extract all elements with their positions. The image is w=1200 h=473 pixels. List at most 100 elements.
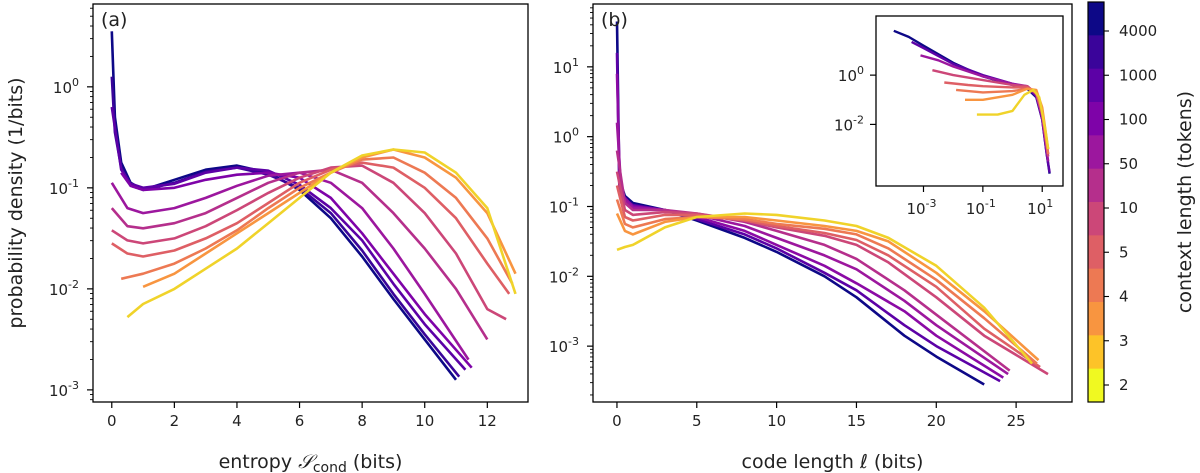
tick-base: 10: [53, 79, 72, 97]
tick-exponent: 0: [857, 64, 864, 77]
colorbar-segment: [1088, 68, 1104, 103]
y-tick-label: 10-3: [49, 379, 79, 400]
x-axis-title-subscript: cond: [313, 460, 347, 473]
x-axis-title-suffix: (bits): [347, 451, 403, 473]
colorbar-segment: [1088, 2, 1104, 36]
tick-base: 10: [549, 198, 568, 216]
inset-x-tick-label: 10-3: [906, 197, 936, 218]
colorbar-segment: [1088, 335, 1104, 370]
colorbar-tick-label: 2: [1119, 376, 1129, 394]
x-tick-label: 12: [478, 412, 497, 430]
tick-exponent: -3: [926, 197, 937, 210]
x-tick-label: 0: [107, 412, 117, 430]
x-tick-label: 25: [1007, 412, 1026, 430]
axes-frame: [92, 3, 529, 403]
colorbar-segment: [1088, 368, 1104, 403]
x-tick-label: 10: [767, 412, 786, 430]
colorbar-tick-label: 10: [1119, 199, 1138, 217]
tick-base: 10: [49, 382, 68, 400]
tick-exponent: -1: [568, 195, 579, 208]
colorbar-frame: [1087, 1, 1105, 403]
colorbar-segment: [1088, 135, 1104, 170]
tick-base: 10: [49, 180, 68, 198]
tick-exponent: -1: [68, 177, 79, 190]
x-tick-label: 10: [415, 412, 434, 430]
colorbar-segment: [1088, 235, 1104, 270]
inset-frame: [875, 15, 1064, 187]
tick-base: 10: [966, 200, 985, 218]
series-line: [616, 212, 1034, 365]
tick-base: 10: [49, 281, 68, 299]
x-tick-label: 15: [847, 412, 866, 430]
x-tick-label: 4: [232, 412, 242, 430]
inset-y-tick-label: 100: [838, 64, 864, 85]
panel-label: (b): [601, 9, 628, 31]
colorbar-segment: [1088, 168, 1104, 203]
x-tick-label: 6: [295, 412, 305, 430]
colorbar-tick-label: 4000: [1119, 22, 1157, 40]
inset-x-tick-label: 101: [1027, 197, 1053, 218]
colorbar-tick-label: 50: [1119, 155, 1138, 173]
colorbar-tick-label: 3: [1119, 332, 1129, 350]
panel-label: (a): [101, 9, 127, 31]
tick-exponent: -2: [568, 265, 579, 278]
y-tick-label: 10-2: [549, 265, 579, 286]
tick-base: 10: [553, 59, 572, 77]
tick-exponent: 0: [72, 76, 79, 89]
tick-base: 10: [838, 67, 857, 85]
x-tick-label: 0: [612, 412, 622, 430]
y-tick-label: 100: [553, 126, 579, 147]
series-line: [120, 156, 514, 285]
series-line: [120, 171, 473, 369]
colorbar: 4000 1000 100 50 10 5 4 3 2 context length (token…: [1087, 1, 1196, 403]
x-axis-title-prefix: entropy: [219, 451, 299, 473]
tick-exponent: -1: [985, 197, 996, 210]
y-tick-label: 10-3: [549, 335, 579, 356]
y-tick-label: 10-1: [49, 177, 79, 198]
tick-base: 10: [834, 116, 853, 134]
tick-exponent: 1: [572, 56, 579, 69]
inset-x-tick-label: 10-1: [966, 197, 996, 218]
y-axis-title: probability density (1/bits): [5, 77, 27, 328]
x-axis-title: entropy 𝒮cond (bits): [219, 451, 403, 473]
y-tick-label: 100: [53, 76, 79, 97]
series-line: [110, 31, 458, 381]
tick-exponent: 0: [572, 126, 579, 139]
x-axis-title-prefix: code length: [742, 451, 860, 473]
colorbar-tick-label: 100: [1119, 111, 1148, 129]
tick-base: 10: [553, 129, 572, 147]
colorbar-segment: [1088, 268, 1104, 303]
tick-exponent: -3: [568, 335, 579, 348]
colorbar-tick-label: 1000: [1119, 66, 1157, 84]
x-tick-label: 20: [927, 412, 946, 430]
tick-base: 10: [549, 268, 568, 286]
inset-series-line: [976, 88, 1050, 150]
x-axis-title: code length ℓ (bits): [742, 451, 924, 473]
inset-y-tick-label: 10-2: [834, 113, 864, 134]
y-tick-label: 10-1: [549, 195, 579, 216]
y-tick-label: 101: [553, 56, 579, 77]
tick-exponent: -2: [68, 278, 79, 291]
tick-base: 10: [906, 200, 925, 218]
axes-frame: [592, 3, 1073, 403]
colorbar-tick-label: 5: [1119, 243, 1129, 261]
colorbar-segment: [1088, 35, 1104, 70]
series-line: [111, 161, 511, 295]
series-line: [110, 171, 470, 361]
series-line: [126, 148, 517, 319]
series-line: [110, 168, 489, 341]
tick-base: 10: [549, 338, 568, 356]
colorbar-tick-label: 4: [1119, 288, 1129, 306]
colorbar-segment: [1088, 102, 1104, 136]
tick-exponent: -2: [853, 113, 864, 126]
x-tick-label: 8: [357, 412, 367, 430]
tick-base: 10: [1027, 200, 1046, 218]
y-tick-label: 10-2: [49, 278, 79, 299]
tick-exponent: 1: [1046, 197, 1053, 210]
x-tick-label: 5: [692, 412, 702, 430]
colorbar-title: context length (tokens): [1174, 91, 1196, 313]
